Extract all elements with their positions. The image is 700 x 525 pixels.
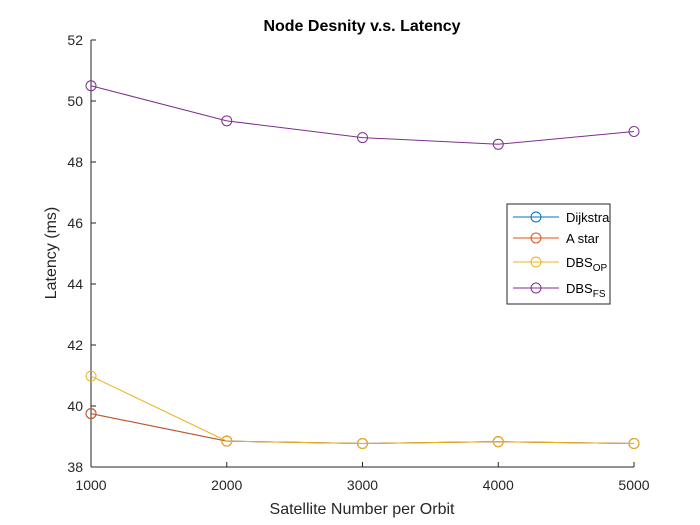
y-tick-label: 52 bbox=[67, 32, 83, 48]
legend-label: DBSFS bbox=[566, 281, 606, 300]
data-point bbox=[357, 438, 368, 450]
legend-label: DBSOP bbox=[566, 255, 608, 274]
data-point bbox=[628, 438, 640, 450]
series-4 bbox=[85, 80, 640, 150]
x-tick-label: 2000 bbox=[211, 477, 242, 493]
data-point bbox=[492, 436, 504, 448]
legend: Dijkstra A star DBSOP DBSFS bbox=[506, 203, 611, 305]
x-tick-label: 1000 bbox=[75, 477, 106, 493]
series-layer bbox=[85, 80, 640, 450]
data-point bbox=[85, 408, 97, 420]
y-tick-label: 42 bbox=[67, 337, 83, 353]
data-point bbox=[85, 80, 97, 92]
y-tick-label: 48 bbox=[67, 154, 83, 170]
x-tick-label: 5000 bbox=[618, 477, 649, 493]
y-axis-label: Latency (ms) bbox=[43, 207, 60, 299]
data-point bbox=[357, 132, 368, 144]
y-tick-label: 38 bbox=[67, 459, 83, 475]
legend-marker bbox=[530, 282, 542, 294]
legend-label: A star bbox=[566, 231, 600, 246]
data-point bbox=[85, 370, 97, 382]
legend-marker bbox=[530, 211, 542, 223]
legend-marker bbox=[530, 232, 542, 244]
chart-title: Node Desnity v.s. Latency bbox=[263, 18, 460, 35]
y-axis: 38 40 42 44 46 48 50 52 bbox=[67, 32, 96, 475]
legend-label: Dijkstra bbox=[566, 210, 610, 225]
series-line bbox=[90, 375, 635, 445]
y-tick-label: 44 bbox=[67, 276, 83, 292]
series-3 bbox=[85, 370, 640, 450]
x-axis-label: Satellite Number per Orbit bbox=[270, 501, 456, 518]
y-tick-label: 46 bbox=[67, 215, 83, 231]
x-tick-label: 3000 bbox=[347, 477, 378, 493]
x-axis: 1000 2000 3000 4000 5000 bbox=[75, 462, 650, 493]
series-line bbox=[90, 85, 635, 145]
y-tick-label: 50 bbox=[67, 93, 83, 109]
data-point bbox=[492, 138, 504, 150]
legend-box bbox=[506, 203, 611, 305]
data-point bbox=[628, 126, 640, 137]
legend-marker bbox=[530, 256, 542, 268]
x-tick-label: 4000 bbox=[483, 477, 514, 493]
data-point bbox=[221, 435, 233, 447]
data-point bbox=[221, 115, 233, 127]
y-tick-label: 40 bbox=[67, 398, 83, 414]
